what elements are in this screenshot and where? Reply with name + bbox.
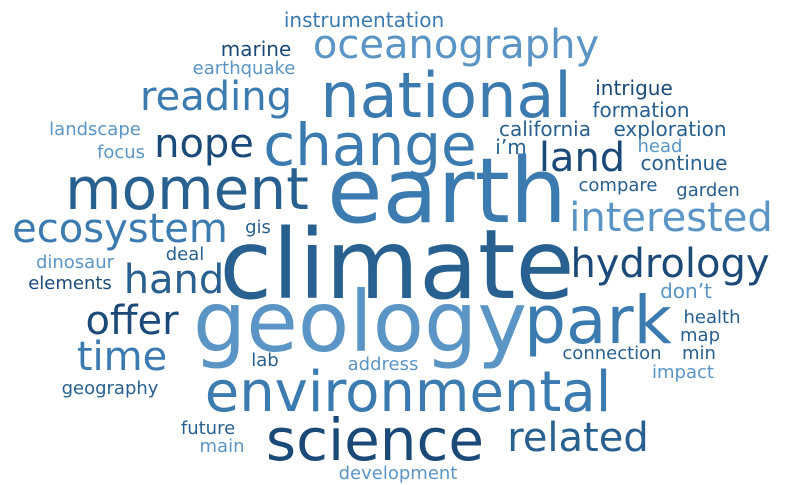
word-hand: hand [123, 257, 225, 303]
word-marine: marine [220, 37, 292, 61]
word-hydrology: hydrology [570, 241, 770, 287]
word-future: future [180, 418, 236, 439]
word-impact: impact [652, 362, 714, 383]
word-focus: focus [96, 142, 146, 163]
word-geography: geography [61, 378, 159, 399]
word-related: related [507, 415, 649, 461]
word-min: min [682, 343, 716, 364]
word-dinosaur: dinosaur [35, 252, 115, 273]
word-lab: lab [251, 350, 279, 371]
word-landscape: landscape [49, 119, 141, 140]
word-reading: reading [140, 74, 292, 120]
word-address: address [347, 354, 419, 375]
word-connection: connection [562, 343, 662, 364]
word-oceanography: oceanography [312, 22, 600, 68]
word-exploration: exploration [613, 117, 727, 141]
word-science: science [265, 406, 485, 474]
word-national: national [320, 59, 572, 132]
word-formation: formation [592, 98, 690, 122]
word-park: park [524, 282, 672, 359]
word-development: development [338, 463, 458, 484]
word-interested: interested [569, 195, 773, 241]
word-environmental: environmental [204, 360, 612, 425]
word-nope: nope [154, 121, 254, 167]
word-land: land [538, 135, 626, 181]
word-offer: offer [85, 298, 179, 344]
word-time: time [76, 334, 168, 380]
word-health: health [683, 307, 741, 328]
word-climate: climate [219, 209, 575, 321]
word-california-exploration: california [498, 117, 592, 141]
word-gis: gis [245, 217, 271, 238]
word-dont: don’t [660, 279, 712, 303]
word-ecosystem: ecosystem [12, 206, 228, 252]
word-compare: compare [578, 175, 658, 196]
word-head: head [637, 136, 683, 157]
word-garden: garden [676, 180, 740, 201]
word-im: i’m [495, 135, 527, 159]
word-instrumentation: instrumentation [283, 8, 445, 32]
word-geology: geology [192, 273, 528, 371]
word-moment: moment [65, 155, 309, 223]
word-main: main [199, 436, 245, 457]
word-map: map [680, 325, 720, 346]
word-earth: earth [327, 139, 567, 244]
word-elements: elements [28, 273, 112, 294]
word-intrigue: intrigue [595, 76, 673, 100]
word-earthquake: earthquake [192, 58, 296, 79]
word-continue: continue [640, 151, 728, 175]
word-change: change [263, 111, 477, 179]
word-deal: deal [165, 244, 205, 265]
